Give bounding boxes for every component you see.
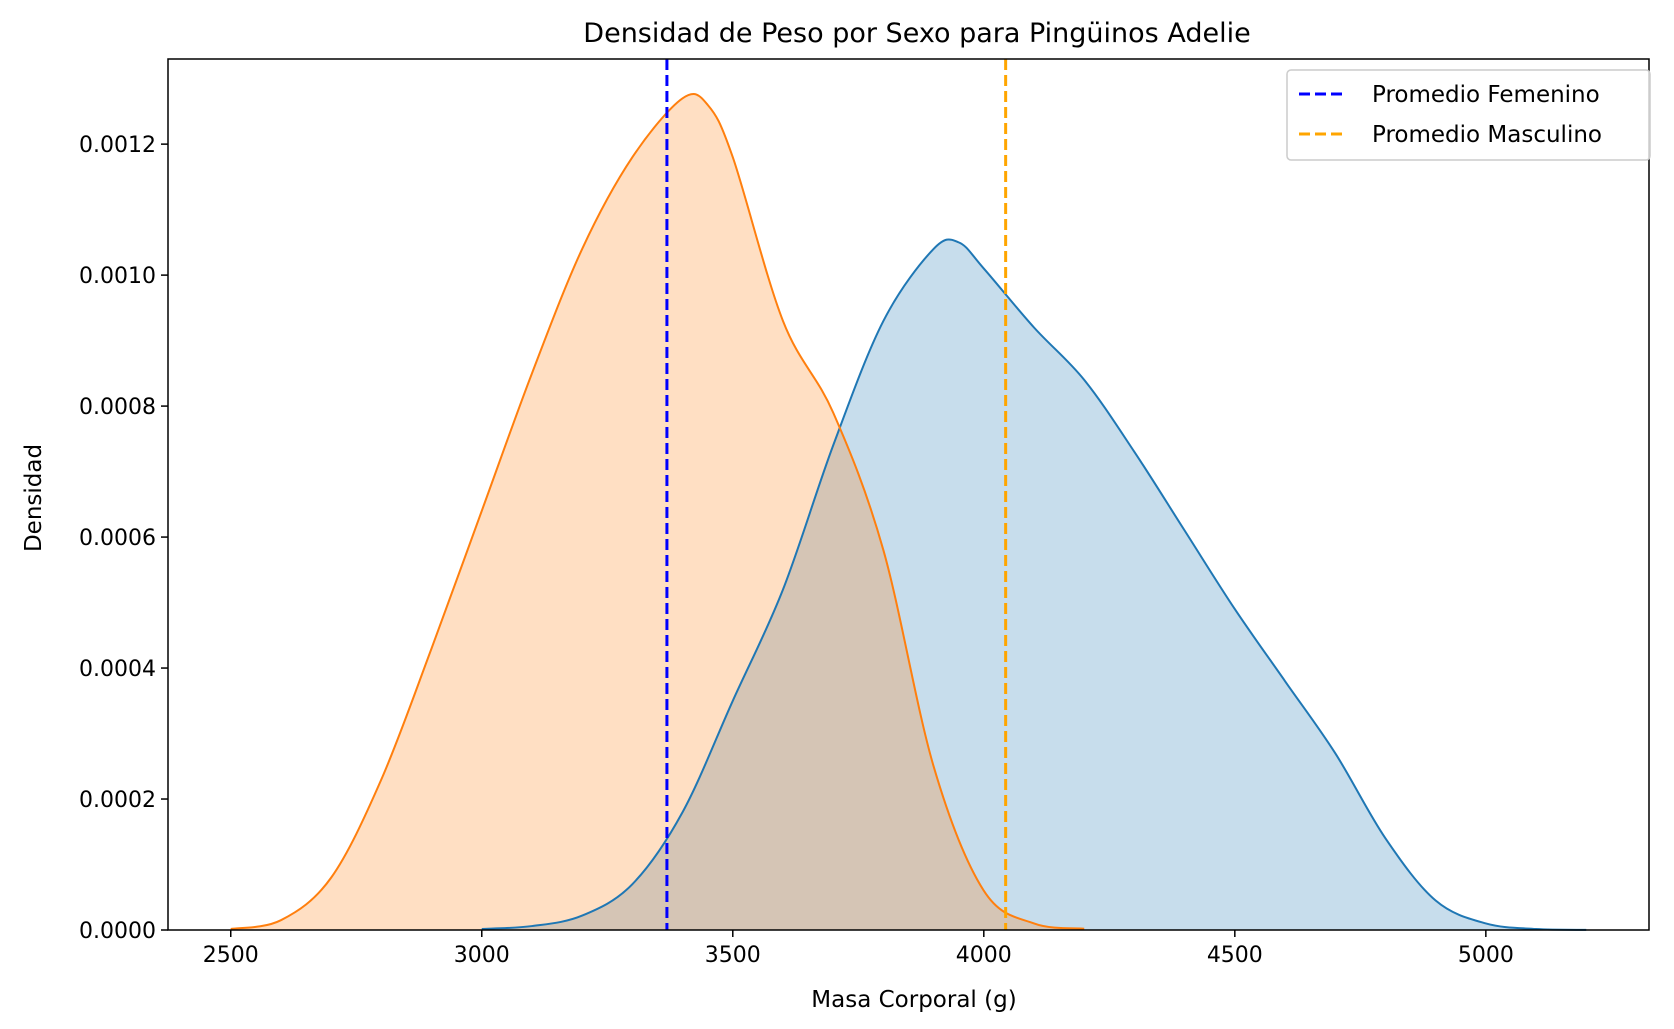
x-tick-label: 4500 — [1207, 943, 1263, 968]
legend: Promedio Femenino Promedio Masculino — [1286, 69, 1651, 161]
y-tick-label: 0.0006 — [79, 526, 156, 551]
y-tick-label: 0.0004 — [79, 657, 156, 682]
x-axis: 2500 3000 3500 4000 4500 5000 — [203, 930, 1514, 968]
y-tick-label: 0.0010 — [79, 264, 156, 289]
chart-title: Densidad de Peso por Sexo para Pingüinos… — [583, 18, 1250, 49]
x-tick-label: 5000 — [1458, 943, 1514, 968]
y-tick-label: 0.0008 — [79, 395, 156, 420]
legend-label-promedio-masculino: Promedio Masculino — [1372, 122, 1602, 148]
y-tick-label: 0.0000 — [79, 919, 156, 944]
legend-box — [1286, 69, 1651, 161]
x-tick-label: 2500 — [203, 943, 259, 968]
x-tick-label: 3000 — [454, 943, 510, 968]
y-tick-label: 0.0012 — [79, 133, 156, 158]
x-tick-label: 4000 — [956, 943, 1012, 968]
y-tick-label: 0.0002 — [79, 788, 156, 813]
density-area-0 — [481, 239, 1587, 930]
x-axis-label: Masa Corporal (g) — [811, 987, 1016, 1013]
plot-frame — [167, 58, 1650, 931]
legend-label-promedio-femenino: Promedio Femenino — [1372, 82, 1600, 108]
plot-area — [230, 59, 1587, 931]
y-axis-label: Densidad — [21, 444, 47, 552]
x-tick-label: 3500 — [705, 943, 761, 968]
density-line-1 — [230, 92, 1085, 931]
y-axis: 0.0000 0.0002 0.0004 0.0006 0.0008 0.0010 0.00… — [79, 133, 168, 944]
density-area-1 — [230, 93, 1085, 930]
density-line-0 — [481, 238, 1587, 931]
